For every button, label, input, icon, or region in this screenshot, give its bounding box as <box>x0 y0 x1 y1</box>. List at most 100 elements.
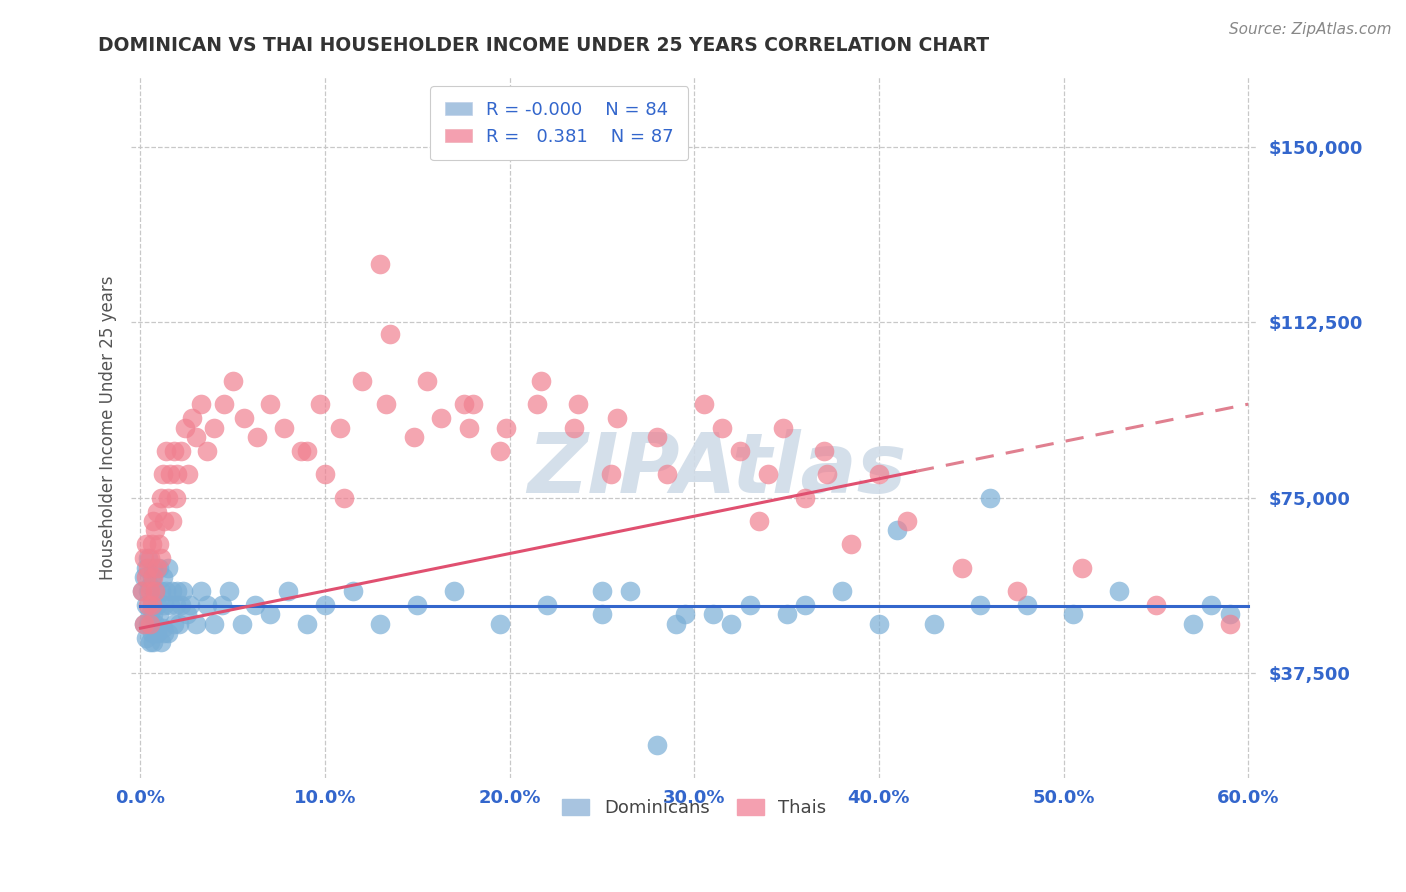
Point <box>308 397 330 411</box>
Point <box>141 598 163 612</box>
Point <box>720 616 742 631</box>
Point <box>142 560 165 574</box>
Point <box>202 616 225 631</box>
Point <box>443 583 465 598</box>
Point <box>149 635 172 649</box>
Point <box>562 420 585 434</box>
Point <box>163 443 186 458</box>
Point <box>135 631 157 645</box>
Point <box>170 598 193 612</box>
Point <box>134 570 156 584</box>
Point <box>138 607 160 622</box>
Point <box>135 537 157 551</box>
Point <box>756 467 779 482</box>
Text: DOMINICAN VS THAI HOUSEHOLDER INCOME UNDER 25 YEARS CORRELATION CHART: DOMINICAN VS THAI HOUSEHOLDER INCOME UND… <box>98 36 990 54</box>
Point <box>273 420 295 434</box>
Point <box>146 504 169 518</box>
Point <box>141 593 163 607</box>
Point <box>142 570 165 584</box>
Point <box>148 537 170 551</box>
Point <box>692 397 714 411</box>
Point <box>295 443 318 458</box>
Point <box>489 443 512 458</box>
Point <box>170 443 193 458</box>
Point <box>290 443 312 458</box>
Point <box>342 583 364 598</box>
Point <box>1108 583 1130 598</box>
Point <box>165 598 187 612</box>
Point <box>458 420 481 434</box>
Point <box>495 420 517 434</box>
Point <box>190 583 212 598</box>
Point <box>136 560 159 574</box>
Point <box>148 560 170 574</box>
Point <box>153 598 176 612</box>
Point <box>402 430 425 444</box>
Point <box>619 583 641 598</box>
Point <box>1181 616 1204 631</box>
Point <box>131 583 153 598</box>
Point <box>526 397 548 411</box>
Point <box>172 583 194 598</box>
Point <box>131 583 153 598</box>
Point <box>138 583 160 598</box>
Point <box>143 583 166 598</box>
Point <box>195 443 218 458</box>
Point <box>815 467 838 482</box>
Point <box>231 616 253 631</box>
Point <box>665 616 688 631</box>
Point <box>135 570 157 584</box>
Point <box>159 598 181 612</box>
Point <box>711 420 734 434</box>
Point <box>1071 560 1094 574</box>
Point <box>157 625 180 640</box>
Point <box>157 560 180 574</box>
Point <box>141 570 163 584</box>
Point <box>259 397 281 411</box>
Point <box>329 420 352 434</box>
Point <box>148 607 170 622</box>
Point <box>167 616 190 631</box>
Point <box>166 467 188 482</box>
Point <box>160 583 183 598</box>
Point <box>153 514 176 528</box>
Point <box>166 583 188 598</box>
Point <box>813 443 835 458</box>
Point <box>277 583 299 598</box>
Point <box>772 420 794 434</box>
Point <box>134 616 156 631</box>
Point <box>896 514 918 528</box>
Point <box>868 467 890 482</box>
Point <box>143 523 166 537</box>
Point <box>212 397 235 411</box>
Point <box>184 616 207 631</box>
Point <box>530 374 553 388</box>
Point <box>979 491 1001 505</box>
Point <box>142 514 165 528</box>
Point <box>136 616 159 631</box>
Point <box>1219 607 1241 622</box>
Point <box>1219 616 1241 631</box>
Point <box>259 607 281 622</box>
Point <box>886 523 908 537</box>
Point <box>775 607 797 622</box>
Point <box>243 598 266 612</box>
Point <box>1007 583 1029 598</box>
Point <box>1015 598 1038 612</box>
Point <box>152 467 174 482</box>
Point <box>415 374 437 388</box>
Point <box>136 551 159 566</box>
Point <box>461 397 484 411</box>
Point <box>136 583 159 598</box>
Point <box>430 411 453 425</box>
Point <box>135 598 157 612</box>
Point <box>839 537 862 551</box>
Point <box>181 411 204 425</box>
Point <box>489 616 512 631</box>
Point <box>149 491 172 505</box>
Point <box>314 598 336 612</box>
Point <box>1062 607 1084 622</box>
Point <box>591 607 613 622</box>
Point <box>177 467 200 482</box>
Point <box>647 738 669 752</box>
